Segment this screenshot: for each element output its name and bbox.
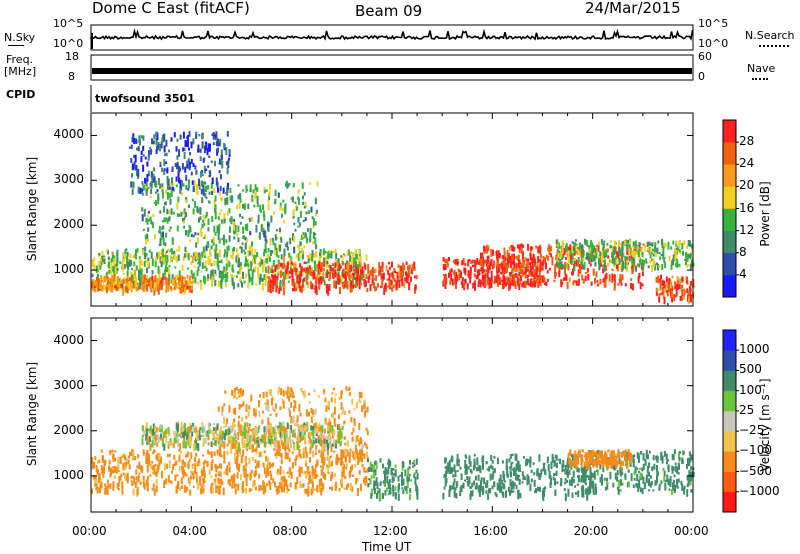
- nsky-tick-top: 10^5: [53, 17, 84, 30]
- power-colorbar-bin: [723, 120, 736, 143]
- velocity-ytick: 1000: [53, 467, 84, 482]
- power-ytick: 4000: [53, 127, 84, 142]
- nave-label: Nave: [747, 62, 776, 75]
- velocity-colorbar-tick: −500: [739, 463, 772, 478]
- nave-tick-top: 60: [698, 50, 712, 63]
- power-ytick: 2000: [53, 217, 84, 232]
- velocity-ylabel: Slant Range [km]: [25, 361, 39, 467]
- power-colorbar-tick: 20: [739, 178, 755, 193]
- velocity-colorbar-bin: [723, 390, 736, 412]
- freq-label: Freq.: [6, 53, 34, 66]
- velocity-colorbar-bin: [723, 370, 736, 391]
- power-band-7: [555, 238, 695, 273]
- velocity-colorbar-bin: [723, 451, 736, 472]
- freq-tick-bottom: 8: [68, 70, 75, 83]
- xlabel: Time UT: [362, 540, 412, 554]
- xtick: 20:00: [573, 524, 609, 538]
- power-band-1: [91, 274, 194, 296]
- velocity-colorbar-tick: 1000: [739, 342, 770, 357]
- power-colorbar-bin: [723, 274, 736, 298]
- velocity-colorbar-bin: [723, 350, 736, 371]
- power-colorbar-bin: [723, 142, 736, 165]
- nsearch-tick-bottom: 10^0: [698, 37, 729, 50]
- date-label: 24/Mar/2015: [585, 0, 681, 17]
- power-colorbar-label: Power [dB]: [758, 181, 772, 247]
- nave-tick-bottom: 0: [698, 70, 705, 83]
- nave-legend-line: [752, 78, 768, 80]
- xtick: 16:00: [473, 524, 508, 538]
- velocity-colorbar-frame: [722, 329, 737, 513]
- xtick: 04:00: [172, 524, 207, 538]
- velocity-band-2: [141, 421, 344, 452]
- power-colorbar-tick: 24: [739, 156, 755, 171]
- freq-trace: [92, 68, 692, 74]
- velocity-colorbar-tick: −100: [739, 443, 772, 458]
- power-colorbar-bin: [723, 186, 736, 209]
- power-colorbar-bin: [723, 164, 736, 187]
- velocity-colorbar-tick: −1000: [739, 483, 780, 498]
- xtick: 00:00: [72, 524, 107, 538]
- power-colorbar-tick: 12: [739, 222, 755, 237]
- nsearch-tick-top: 10^5: [698, 17, 729, 30]
- power-colorbar-tick: 8: [739, 244, 747, 259]
- freq-panel-frame: [90, 54, 694, 81]
- power-colorbar-tick: 28: [739, 134, 755, 149]
- velocity-ytick: 3000: [53, 377, 84, 392]
- velocity-panel: [90, 317, 695, 513]
- power-band-8: [655, 274, 695, 305]
- velocity-ytick: 2000: [53, 422, 84, 437]
- power-colorbar-tick: 4: [739, 266, 747, 281]
- nsearch-legend-line: [759, 45, 789, 47]
- nsearch-label: N.Search: [745, 29, 795, 42]
- beam-label: Beam 09: [355, 2, 423, 20]
- velocity-band-3: [367, 458, 419, 502]
- nsky-tick-bottom: 10^0: [53, 37, 84, 50]
- xtick: 12:00: [373, 524, 408, 538]
- power-panel: [90, 112, 695, 307]
- velocity-colorbar-tick: −25: [739, 423, 765, 438]
- power-colorbar-tick: 16: [739, 200, 755, 215]
- velocity-ytick: 4000: [53, 332, 84, 347]
- nsky-legend-line: [8, 45, 24, 46]
- velocity-colorbar-tick: 25: [739, 402, 755, 417]
- velocity-colorbar-bin: [723, 410, 736, 432]
- power-ylabel: Slant Range [km]: [25, 156, 39, 262]
- freq-tick-top: 18: [65, 50, 79, 63]
- velocity-colorbar-bin: [723, 330, 736, 351]
- xtick: 08:00: [272, 524, 308, 538]
- freq-unit: [MHz]: [4, 65, 37, 78]
- cpid-value: twofsound 3501: [95, 92, 195, 105]
- velocity-colorbar-bin: [723, 471, 736, 493]
- velocity-band-0: [91, 448, 369, 497]
- velocity-colorbar-tick: 500: [739, 362, 762, 377]
- power-ytick: 1000: [53, 262, 84, 277]
- power-colorbar-bin: [723, 208, 736, 231]
- power-band-2: [267, 261, 418, 296]
- power-band-4: [128, 131, 231, 196]
- nsky-trace: [90, 28, 694, 41]
- nsky-label: N.Sky: [4, 31, 36, 44]
- radar-title: Dome C East (fitACF): [92, 0, 250, 17]
- cpid-label: CPID: [6, 88, 36, 101]
- power-band-3: [141, 180, 319, 255]
- velocity-band-6: [567, 448, 632, 470]
- velocity-colorbar-bin: [723, 491, 736, 513]
- velocity-colorbar-tick: 100: [739, 382, 762, 397]
- xtick: 00:00: [674, 524, 709, 538]
- power-ytick: 3000: [53, 172, 84, 187]
- power-colorbar-bin: [723, 252, 736, 276]
- velocity-colorbar-bin: [723, 431, 736, 452]
- power-colorbar-bin: [723, 230, 736, 254]
